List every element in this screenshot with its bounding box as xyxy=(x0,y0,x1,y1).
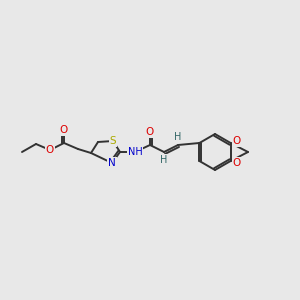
Text: O: O xyxy=(60,125,68,135)
Text: O: O xyxy=(46,145,54,155)
Text: O: O xyxy=(232,158,241,168)
Text: NH: NH xyxy=(128,147,142,157)
Text: H: H xyxy=(174,132,182,142)
Text: N: N xyxy=(108,158,116,168)
Text: S: S xyxy=(110,136,116,146)
Text: H: H xyxy=(160,155,168,165)
Text: O: O xyxy=(146,127,154,137)
Text: O: O xyxy=(232,136,241,146)
